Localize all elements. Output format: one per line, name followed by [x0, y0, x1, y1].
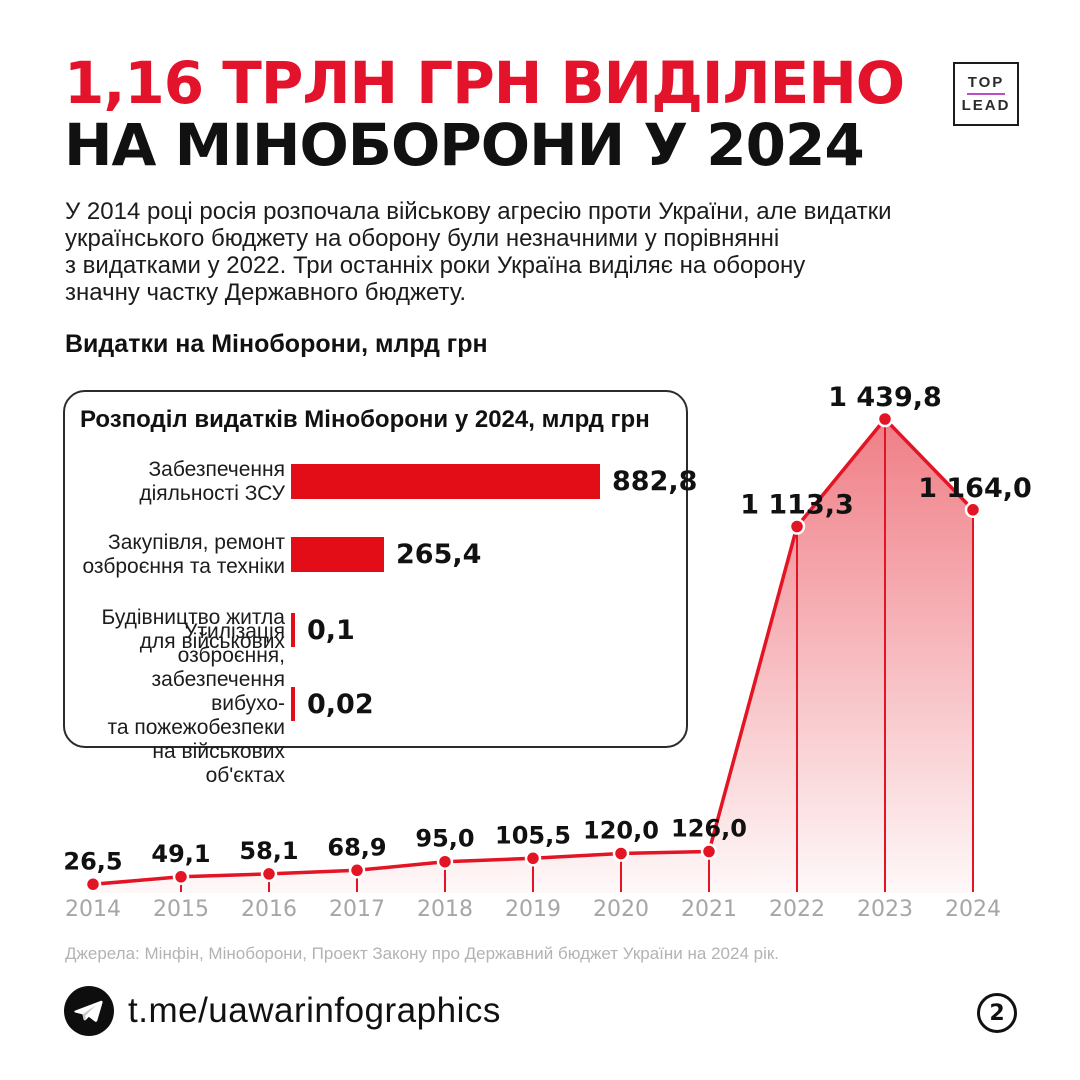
inset-bar-row: Забезпечення діяльності ЗСУ 882,8: [79, 453, 697, 510]
inset-bar-label: Будівництво житла для військових: [101, 606, 285, 653]
inset-bar-track: 0,1: [291, 613, 676, 647]
inset-bar-row: Утилізація озброєння, забезпечення вибухо…: [79, 620, 676, 787]
footer: t.me/uawarinfographics: [64, 986, 501, 1036]
data-point-value: 1 113,3: [740, 490, 854, 521]
inset-bar: [291, 537, 384, 572]
data-point: [84, 876, 102, 893]
x-axis-year-label: 2022: [769, 897, 825, 922]
inset-bar: [291, 687, 295, 721]
data-point-value: 1 164,0: [918, 473, 1032, 504]
x-axis-year-label: 2015: [153, 897, 209, 922]
inset-title: Розподіл видатків Міноборони у 2024, млр…: [80, 406, 650, 433]
page-number-badge: 2: [977, 993, 1017, 1033]
intro-line: українського бюджету на оборону були нез…: [65, 225, 780, 252]
x-axis-year-label: 2019: [505, 897, 561, 922]
intro-line: значну частку Державного бюджету.: [65, 279, 467, 306]
data-point: [612, 845, 630, 862]
inset-bar: [291, 613, 295, 647]
data-point-value: 26,5: [63, 847, 122, 875]
data-point-value: 58,1: [239, 837, 298, 865]
data-point: [524, 850, 542, 867]
data-point-value: 95,0: [415, 825, 474, 853]
intro-line: У 2014 році росія розпочала військову аг…: [65, 198, 892, 225]
data-point: [172, 868, 190, 886]
inset-bar-track: 882,8: [291, 464, 697, 499]
inset-bar-row: Будівництво житла для військових 0,1: [79, 604, 676, 656]
page-title: 1,16 ТРЛН ГРН ВИДІЛЕНО НА МІНОБОРОНИ У 2…: [64, 49, 905, 179]
inset-bar-value: 0,02: [307, 688, 374, 720]
inset-bar: [291, 464, 600, 499]
data-point: [964, 501, 982, 519]
x-axis-year-label: 2021: [681, 897, 737, 922]
toplead-logo-top: TOP: [967, 74, 1005, 91]
inset-bar-row: Закупівля, ремонт озброєння та техніки 265…: [79, 526, 676, 583]
x-axis-year-label: 2018: [417, 897, 473, 922]
data-point-value: 68,9: [327, 833, 386, 861]
x-axis-year-label: 2024: [945, 897, 1001, 922]
page-number: 2: [989, 1000, 1005, 1026]
inset-bar-track: 265,4: [291, 537, 676, 572]
data-point: [876, 410, 894, 428]
inset-bar-label: Забезпечення діяльності ЗСУ: [139, 457, 285, 505]
x-axis-year-label: 2016: [241, 897, 297, 922]
intro-line: з видатками у 2022. Три останніх роки Ук…: [65, 252, 806, 279]
data-point-value: 49,1: [151, 840, 210, 868]
data-point: [436, 853, 454, 870]
data-point: [260, 865, 278, 883]
x-axis-year-label: 2014: [65, 897, 121, 922]
data-point: [348, 862, 366, 879]
source-note: Джерела: Мінфін, Міноборони, Проект Зако…: [65, 944, 780, 963]
data-point-value: 1 439,8: [828, 382, 942, 413]
data-point-value: 105,5: [495, 821, 571, 849]
x-axis-year-label: 2023: [857, 897, 913, 922]
telegram-channel-link[interactable]: t.me/uawarinfographics: [128, 991, 501, 1030]
inset-bar-value: 0,1: [307, 614, 355, 646]
defense-spending-area-chart: 26,5 49,1 58,1 68,9 95,0 105,5 120,0 126,0 1 113…: [63, 382, 1032, 922]
chart-heading: Видатки на Міноборони, млрд грн: [65, 330, 488, 358]
telegram-icon: [64, 986, 114, 1036]
intro-text: У 2014 році росія розпочала військову аг…: [65, 198, 892, 306]
toplead-logo-lead: LEAD: [961, 97, 1011, 114]
x-axis-year-label: 2017: [329, 897, 385, 922]
inset-bar-track: 0,02: [291, 687, 676, 721]
data-point-value: 126,0: [671, 815, 747, 843]
data-point: [788, 518, 806, 535]
area-fill: [93, 419, 973, 893]
page-title-line1: 1,16 ТРЛН ГРН ВИДІЛЕНО: [64, 49, 905, 117]
toplead-logo: TOP LEAD: [953, 62, 1019, 126]
data-point-value: 120,0: [583, 817, 659, 845]
inset-bar-label: Закупівля, ремонт озброєння та техніки: [82, 530, 285, 578]
toplead-logo-rule: [967, 93, 1005, 95]
inset-bar-label: Утилізація озброєння, забезпечення вибухо…: [107, 620, 285, 787]
page-title-line2: НА МІНОБОРОНИ У 2024: [64, 111, 865, 179]
x-axis-year-label: 2020: [593, 897, 649, 922]
distribution-inset-box: Розподіл видатків Міноборони у 2024, млр…: [63, 390, 697, 787]
inset-bar-value: 265,4: [396, 539, 482, 570]
inset-bar-value: 882,8: [612, 466, 698, 497]
data-point: [700, 843, 718, 860]
